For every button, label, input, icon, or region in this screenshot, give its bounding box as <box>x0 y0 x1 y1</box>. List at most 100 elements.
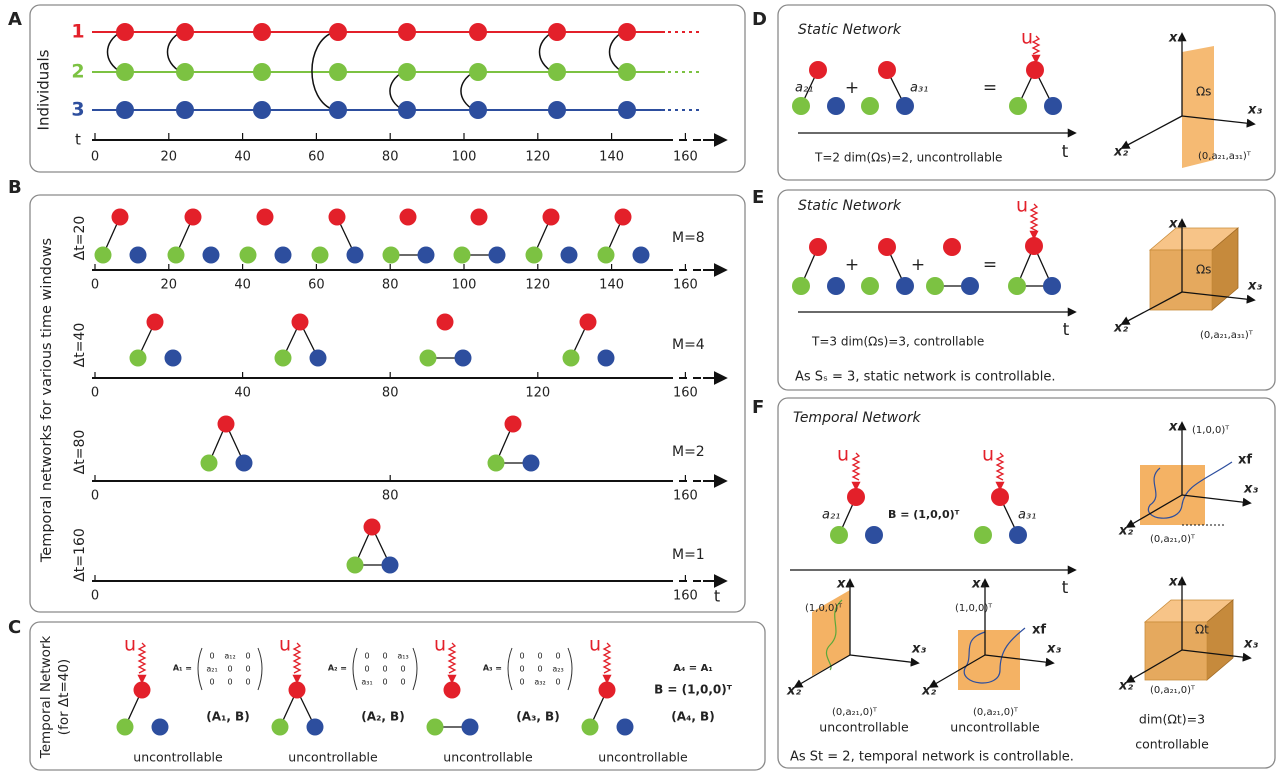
node <box>129 349 147 367</box>
state-axis <box>1181 291 1256 304</box>
axis-x1: x₁ <box>1168 217 1183 232</box>
point-label: (0,a₂₁,a₃₁)ᵀ <box>1200 330 1253 341</box>
axis-label: t <box>1062 578 1069 598</box>
trajectory <box>825 599 843 671</box>
node <box>1026 61 1044 79</box>
tick-label: 160 <box>673 489 698 504</box>
axis-x3: x₃ <box>1243 637 1258 652</box>
axis-x2: x₂ <box>786 684 801 699</box>
node <box>809 61 827 79</box>
node <box>167 246 185 264</box>
node <box>235 454 253 472</box>
status: uncontrollable <box>950 720 1040 735</box>
panel-label: B <box>8 177 22 198</box>
tick-label: 0 <box>91 278 99 293</box>
panel-title: Static Network <box>798 198 902 214</box>
node <box>200 454 218 472</box>
input-signal <box>447 642 457 674</box>
matrix-entry: 0 <box>555 678 560 687</box>
tick-label: 60 <box>308 150 325 165</box>
node <box>548 63 566 81</box>
window-count: M=8 <box>672 230 705 246</box>
node <box>792 97 810 115</box>
node <box>129 246 147 264</box>
node <box>328 208 346 226</box>
node <box>346 556 364 574</box>
node <box>329 23 347 41</box>
axis-label: t <box>714 587 720 606</box>
node <box>453 246 471 264</box>
input-label: u <box>1016 195 1028 217</box>
window-label: Δt=160 <box>72 528 88 582</box>
region-label: Ωt <box>1195 623 1209 637</box>
matrix-entry: 0 <box>364 652 369 661</box>
matrix-entry: a₂₁ <box>206 665 217 674</box>
node <box>809 238 827 256</box>
node <box>116 718 134 736</box>
status: uncontrollable <box>598 750 688 765</box>
node <box>974 526 992 544</box>
node <box>426 718 444 736</box>
matrix-entry: 0 <box>209 678 214 687</box>
point-label: (1,0,0)ᵀ <box>955 603 992 614</box>
tick-label: 120 <box>525 278 550 293</box>
target-label: xf <box>1238 453 1252 468</box>
matrix-pair: (A₃, B) <box>516 710 559 724</box>
node <box>865 526 883 544</box>
matrix-entry: 0 <box>537 665 542 674</box>
axis-x3: x₃ <box>911 642 926 657</box>
matrix-entry: 0 <box>227 678 232 687</box>
input-vector: B = (1,0,0)ᵀ <box>888 508 960 521</box>
node <box>1008 277 1026 295</box>
state-axis <box>1181 115 1256 128</box>
weight: a₂₁ <box>795 81 813 96</box>
tick-label: 0 <box>91 589 99 604</box>
tick-label: 0 <box>91 386 99 401</box>
node <box>896 97 914 115</box>
window-count: M=4 <box>672 337 705 353</box>
node <box>288 681 306 699</box>
matrix-entry: 0 <box>519 678 524 687</box>
node <box>176 63 194 81</box>
matrix-entry: 0 <box>382 665 387 674</box>
input-signal <box>851 452 861 481</box>
node <box>253 63 271 81</box>
panel-label: C <box>8 617 21 638</box>
node <box>306 718 324 736</box>
node <box>522 454 540 472</box>
node <box>830 526 848 544</box>
node <box>616 718 634 736</box>
state-axis <box>1181 649 1252 662</box>
node <box>618 23 636 41</box>
node <box>436 313 454 331</box>
node <box>311 246 329 264</box>
matrix-pair: (A₄, B) <box>671 710 714 724</box>
window-label: Δt=20 <box>72 216 88 261</box>
state-axis <box>1120 291 1183 325</box>
node <box>454 349 472 367</box>
panel-title: Static Network <box>798 22 902 38</box>
panel-title: Temporal Network <box>793 410 922 426</box>
node <box>618 63 636 81</box>
node <box>111 208 129 226</box>
row-label: 2 <box>71 61 84 83</box>
caption: T=3 dim(Ωs)=3, controllable <box>811 335 984 349</box>
matrix-entry: a₂₃ <box>552 665 563 674</box>
input-label: u <box>982 444 994 466</box>
node <box>184 208 202 226</box>
operator: + <box>845 255 859 275</box>
node <box>560 246 578 264</box>
axis-x1: x₁ <box>1168 31 1183 46</box>
node <box>469 63 487 81</box>
node <box>461 718 479 736</box>
node <box>861 277 879 295</box>
matrix-entry: 0 <box>519 665 524 674</box>
subspace-plane <box>812 590 850 676</box>
node <box>562 349 580 367</box>
node <box>419 349 437 367</box>
node <box>827 277 845 295</box>
tick-label: 80 <box>382 489 399 504</box>
node <box>417 246 435 264</box>
node <box>878 61 896 79</box>
input-label: u <box>589 634 601 656</box>
